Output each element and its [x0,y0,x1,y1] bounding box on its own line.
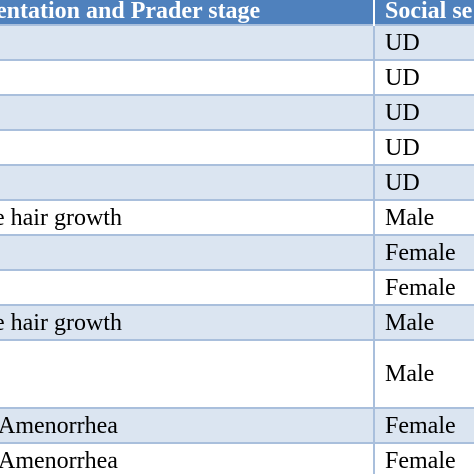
table-row: Female [0,234,474,270]
table-row: UD [0,129,474,165]
table-cell-col1 [0,339,374,408]
table-cell-col2: Female [373,407,474,443]
table-cell-col1: e hair growth [0,199,374,235]
table-row: UD [0,59,474,95]
table-row: Amenorrhea Female [0,442,474,474]
table-cell-col2: Male [373,339,474,408]
table-cell-col1: e hair growth [0,304,374,340]
table-cell-col1 [0,59,374,95]
table-cell-col2: UD [373,24,474,60]
table-cell-col2: UD [373,59,474,95]
table-cell-col2: Female [373,234,474,270]
table-row: UD [0,24,474,60]
table-row: Male [0,339,474,408]
table-cell-col1 [0,269,374,305]
table-cell-col1 [0,24,374,60]
table-row: e hair growth Male [0,304,474,340]
table-header-row: entation and Prader stage Social se [0,0,474,25]
table-cell-col2: Male [373,199,474,235]
table-cell-col2: UD [373,129,474,165]
table-row: UD [0,164,474,200]
table-cell-col2: Female [373,269,474,305]
table-cell-col1 [0,94,374,130]
table-row: Female [0,269,474,305]
table-cell-col2: UD [373,94,474,130]
table-cell-col2: Female [373,442,474,474]
header-cell-col1: entation and Prader stage [0,0,374,25]
table-cell-col1 [0,164,374,200]
table-cell-col2: Male [373,304,474,340]
table-cell-col1 [0,129,374,165]
table-cell-col1: Amenorrhea [0,442,374,474]
table-cell-col1: Amenorrhea [0,407,374,443]
table-row: UD [0,94,474,130]
table-row: Amenorrhea Female [0,407,474,443]
header-cell-col2: Social se [373,0,474,25]
table-row: e hair growth Male [0,199,474,235]
table-cell-col1 [0,234,374,270]
table-cell-col2: UD [373,164,474,200]
